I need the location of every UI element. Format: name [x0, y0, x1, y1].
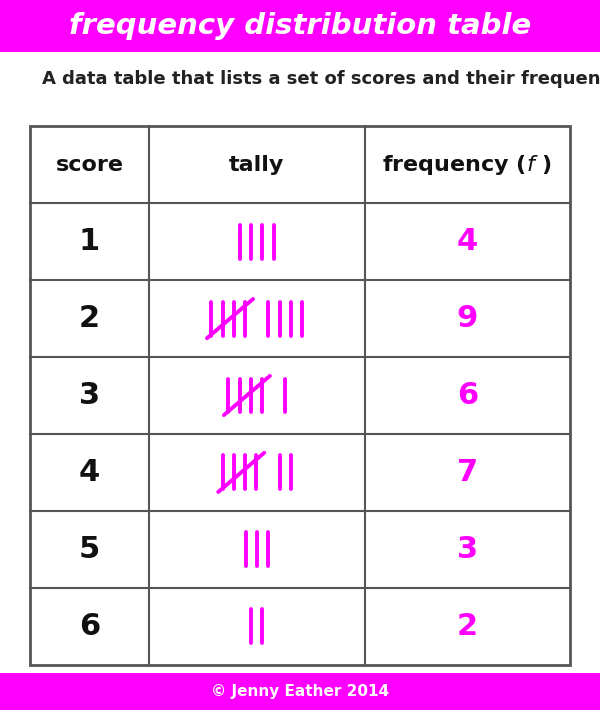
Text: 1: 1 [79, 227, 100, 256]
FancyBboxPatch shape [0, 0, 600, 52]
FancyBboxPatch shape [30, 126, 570, 665]
Text: tally: tally [229, 155, 284, 175]
Text: © Jenny Eather 2014: © Jenny Eather 2014 [211, 684, 389, 699]
Text: 9: 9 [457, 304, 478, 333]
Text: frequency distribution table: frequency distribution table [69, 12, 531, 40]
Text: frequency ($\mathit{f}$ ): frequency ($\mathit{f}$ ) [382, 153, 553, 177]
Text: 3: 3 [457, 535, 478, 564]
Text: 2: 2 [79, 304, 100, 333]
Text: 7: 7 [457, 458, 478, 487]
Text: 5: 5 [79, 535, 100, 564]
Text: 4: 4 [457, 227, 478, 256]
Text: 2: 2 [457, 611, 478, 640]
FancyBboxPatch shape [0, 673, 600, 710]
Text: A data table that lists a set of scores and their frequency.: A data table that lists a set of scores … [42, 70, 600, 87]
Text: 6: 6 [457, 381, 478, 410]
Text: 4: 4 [79, 458, 100, 487]
Text: score: score [55, 155, 124, 175]
Text: 6: 6 [79, 611, 100, 640]
Text: 3: 3 [79, 381, 100, 410]
